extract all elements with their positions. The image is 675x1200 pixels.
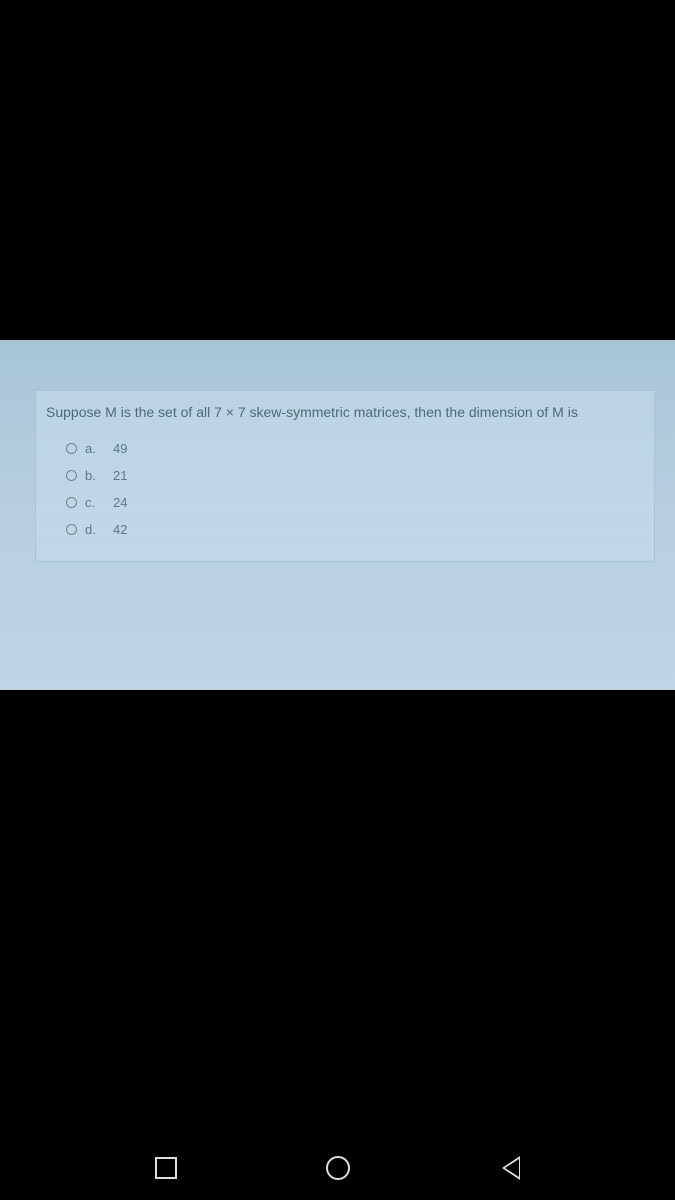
option-value: 24 xyxy=(113,495,127,510)
quiz-content-area: Suppose M is the set of all 7 × 7 skew-s… xyxy=(0,340,675,690)
option-letter: c. xyxy=(85,495,99,510)
home-icon[interactable] xyxy=(326,1156,350,1180)
radio-icon xyxy=(66,470,77,481)
recent-apps-icon[interactable] xyxy=(155,1157,177,1179)
option-a[interactable]: a. 49 xyxy=(66,441,644,456)
option-b[interactable]: b. 21 xyxy=(66,468,644,483)
question-text: Suppose M is the set of all 7 × 7 skew-s… xyxy=(46,403,644,423)
question-card: Suppose M is the set of all 7 × 7 skew-s… xyxy=(35,390,655,562)
android-nav-bar xyxy=(0,1135,675,1200)
option-letter: a. xyxy=(85,441,99,456)
option-value: 21 xyxy=(113,468,127,483)
option-c[interactable]: c. 24 xyxy=(66,495,644,510)
options-list: a. 49 b. 21 c. 24 d. 42 xyxy=(46,441,644,537)
option-value: 49 xyxy=(113,441,127,456)
radio-icon xyxy=(66,443,77,454)
radio-icon xyxy=(66,497,77,508)
option-d[interactable]: d. 42 xyxy=(66,522,644,537)
option-value: 42 xyxy=(113,522,127,537)
radio-icon xyxy=(66,524,77,535)
back-icon[interactable] xyxy=(500,1156,520,1180)
option-letter: d. xyxy=(85,522,99,537)
option-letter: b. xyxy=(85,468,99,483)
